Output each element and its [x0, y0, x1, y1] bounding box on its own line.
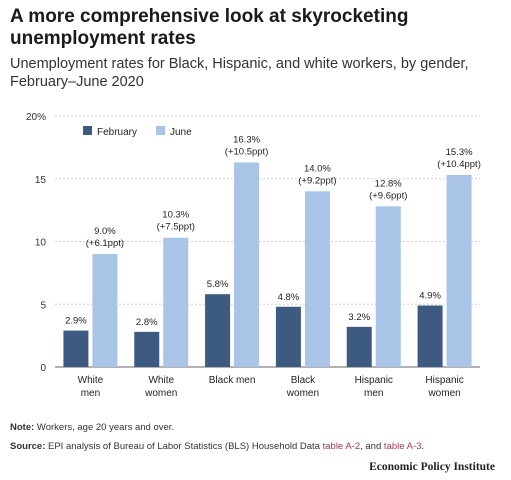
x-tick-label: women	[427, 388, 460, 399]
data-label: 3.2%	[348, 312, 370, 323]
bar-june	[163, 237, 189, 367]
data-label: (+10.4ppt)	[437, 159, 481, 170]
data-label: 16.3%	[233, 134, 260, 145]
legend-swatch-february	[83, 126, 92, 135]
bar-june	[234, 162, 260, 367]
data-label: 2.8%	[136, 317, 158, 328]
data-label: (+9.6ppt)	[369, 190, 407, 201]
x-tick-label: White	[148, 375, 174, 386]
legend-label-june: June	[170, 127, 192, 138]
legend-label-february: February	[97, 127, 137, 138]
x-tick-label: Hispanic	[425, 375, 463, 386]
x-tick-label: Black	[291, 375, 316, 386]
bar-february	[275, 306, 301, 367]
legend-swatch-june	[156, 126, 165, 135]
data-label: 4.8%	[278, 292, 300, 303]
bar-june	[92, 254, 118, 367]
data-label: 10.3%	[162, 210, 189, 221]
data-label: 9.0%	[94, 226, 116, 237]
data-label: 12.8%	[375, 178, 402, 189]
y-tick-label: 15	[35, 175, 47, 186]
bar-june	[375, 206, 401, 367]
bar-february	[417, 305, 443, 367]
x-tick-label: Hispanic	[355, 375, 393, 386]
chart-subtitle: Unemployment rates for Black, Hispanic, …	[10, 56, 469, 90]
y-tick-label: 5	[40, 300, 46, 311]
data-label: (+7.5ppt)	[157, 222, 195, 233]
data-label: 4.9%	[419, 291, 441, 302]
note-text: Workers, age 20 years and over.	[34, 422, 175, 433]
note: Note: Workers, age 20 years and over.	[10, 421, 505, 434]
bar-february	[205, 294, 231, 367]
x-tick-label: men	[81, 388, 100, 399]
y-tick-label: 0	[40, 363, 46, 374]
x-tick-label: women	[286, 388, 319, 399]
bar-february	[63, 330, 89, 367]
data-label: 2.9%	[65, 316, 87, 327]
x-tick-label: men	[364, 388, 383, 399]
source-link-table-a3[interactable]: table A-3	[383, 441, 422, 452]
data-label: (+6.1ppt)	[86, 238, 124, 249]
source-mid: , and	[360, 441, 384, 452]
data-label: (+9.2ppt)	[298, 175, 336, 186]
x-tick-label: White	[78, 375, 104, 386]
x-tick-label: women	[144, 388, 177, 399]
data-label: 5.8%	[207, 279, 229, 290]
data-label: (+10.5ppt)	[225, 146, 269, 157]
source-link-table-a2[interactable]: table A-2	[322, 441, 361, 452]
bar-february	[346, 326, 372, 367]
bar-february	[134, 331, 160, 367]
source-text: EPI analysis of Bureau of Labor Statisti…	[45, 441, 323, 452]
chart-title: A more comprehensive look at skyrocketin…	[10, 6, 409, 49]
source-end: .	[421, 441, 425, 452]
source: Source: EPI analysis of Bureau of Labor …	[10, 440, 505, 453]
bar-chart: 0 5 10 15 20% 2.9% 9.0%(+6.1ppt) White men 2.8% 10…	[26, 112, 481, 399]
note-label: Note:	[10, 422, 35, 433]
y-tick-label: 10	[35, 238, 47, 249]
bar-june	[304, 191, 330, 367]
y-tick-label: 20%	[26, 112, 46, 123]
x-tick-label: Black men	[209, 375, 256, 386]
data-label: 15.3%	[446, 147, 473, 158]
source-label: Source:	[10, 441, 46, 452]
epi-logo: Economic Policy Institute	[369, 461, 495, 473]
bar-june	[446, 174, 472, 367]
data-label: 14.0%	[304, 163, 331, 174]
